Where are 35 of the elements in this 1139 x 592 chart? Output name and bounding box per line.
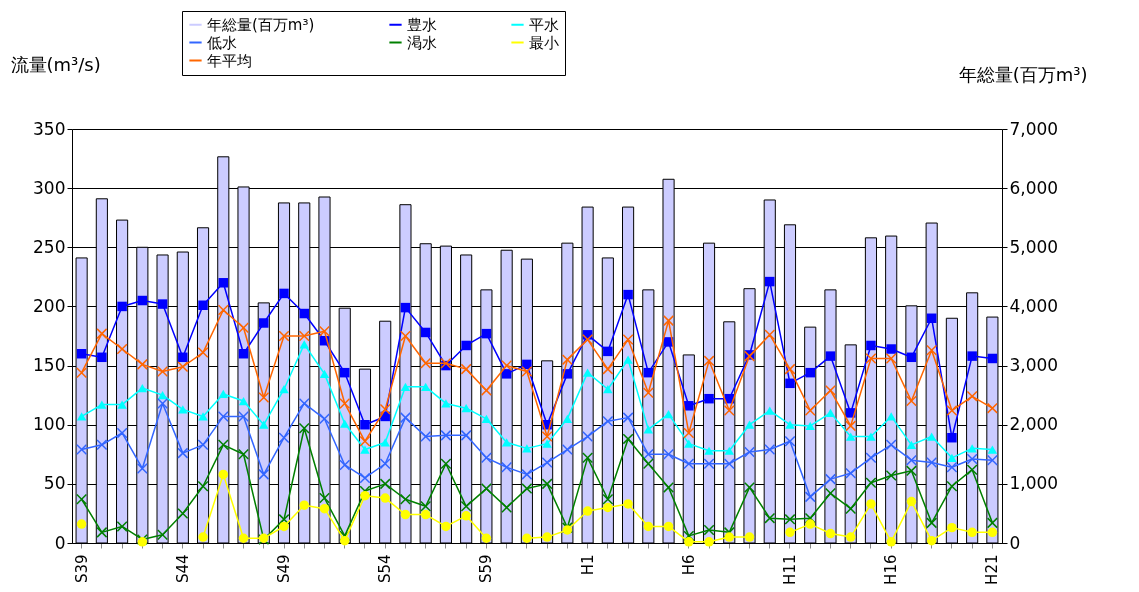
y-tick-label: 250: [33, 236, 66, 257]
y2-tick-label: 4,000: [1009, 295, 1059, 316]
y-tick-label: 0: [54, 532, 66, 553]
y-tick-label: 100: [33, 414, 66, 435]
y2-tick-label: 5,000: [1009, 236, 1059, 257]
legend-label: 低水: [207, 33, 237, 52]
legend-label: 豊水: [407, 15, 437, 34]
x-tick-label: S39: [72, 554, 91, 584]
legend-label: 最小: [529, 33, 559, 52]
y-tick-label: 200: [33, 295, 66, 316]
y-tick-label: 50: [43, 473, 66, 494]
y-tick-label: 350: [33, 118, 66, 139]
x-tick-label: S49: [275, 554, 294, 584]
y-axis-title: 流量(m³/s): [10, 53, 101, 75]
legend-label: 平水: [529, 15, 559, 34]
legend-label: 年平均: [207, 51, 252, 70]
x-tick-label: S44: [173, 554, 192, 584]
y2-tick-label: 7,000: [1009, 118, 1059, 139]
y2-tick-label: 2,000: [1009, 414, 1059, 435]
legend-label: 渇水: [407, 33, 437, 52]
x-tick-label: S54: [376, 554, 395, 584]
x-tick-label: H21: [983, 554, 1002, 585]
x-tick-label: H1: [578, 554, 597, 576]
y2-tick-label: 3,000: [1009, 355, 1059, 376]
x-tick-label: H16: [882, 554, 901, 585]
y2-tick-label: 1,000: [1009, 473, 1059, 494]
x-tick-label: S59: [477, 554, 496, 584]
y2-axis-title: 年総量(百万m³): [958, 63, 1088, 85]
x-tick-label: H6: [679, 554, 698, 576]
y2-tick-label: 0: [1009, 532, 1021, 553]
y-tick-label: 150: [33, 355, 66, 376]
legend-label: 年総量(百万m³): [207, 15, 315, 34]
y2-tick-label: 6,000: [1009, 177, 1059, 198]
x-tick-label: H11: [780, 554, 799, 585]
y-tick-label: 300: [33, 177, 66, 198]
